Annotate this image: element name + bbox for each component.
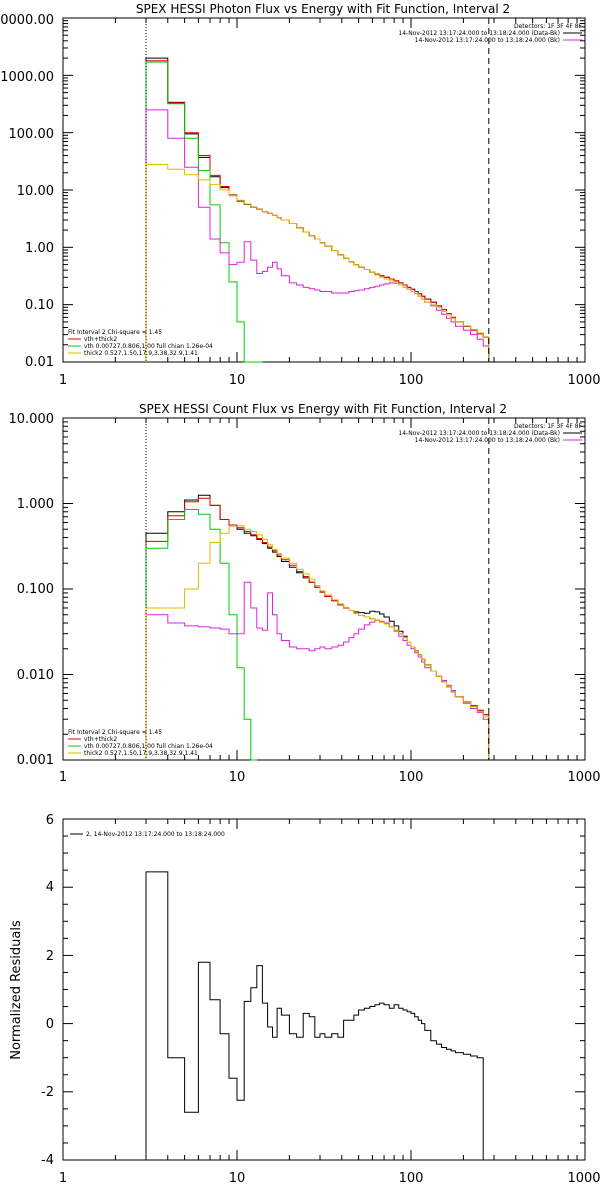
plot-frame xyxy=(62,17,586,363)
photon-flux-panel: SPEX HESSI Photon Flux vs Energy with Fi… xyxy=(0,2,600,388)
marker-lines xyxy=(145,418,490,760)
series-thick2 xyxy=(145,525,490,760)
series-vth-thick2 xyxy=(145,497,490,760)
fit-chi-label: Fit Interval 2 Chi-square = 1.45 xyxy=(68,729,162,736)
x-tick-label: 100 xyxy=(399,1171,424,1186)
x-tick-label: 100 xyxy=(399,770,424,785)
x-tick-label: 10 xyxy=(229,373,246,388)
fit-legend: Fit Interval 2 Chi-square = 1.45 vth+thi… xyxy=(68,729,213,757)
y-tick-label: 6 xyxy=(46,813,54,828)
fit-line: vth 0.00727,0.806,1.00 full chian 1.26e-… xyxy=(84,343,213,350)
y-tick-label: 1000.00 xyxy=(0,70,54,85)
y-tick-label: 1.00 xyxy=(25,241,54,256)
y-tick-labels: 0.001 0.010 0.100 1.000 10.000 xyxy=(9,412,55,768)
header-legend: Detectors: 1F 3F 4F 8F 14-Nov-2012 13:17… xyxy=(398,23,582,44)
header-line: 14-Nov-2012 13:17:24.000 to 13:18:24.000… xyxy=(415,37,560,44)
y-tick-labels: -4 -2 0 2 4 6 xyxy=(41,813,54,1168)
fit-line: vth+thick2 xyxy=(84,736,117,743)
fit-legend: Fit Interval 2 Chi-square = 1.45 vth+thi… xyxy=(68,329,213,357)
legend-label: 2, 14-Nov-2012 13:17:24.000 to 13:18:24.… xyxy=(86,831,225,838)
series-bk xyxy=(145,581,490,760)
x-tick-label: 100 xyxy=(399,373,424,388)
plot-frame xyxy=(62,818,586,1161)
fit-line: thick2 0.527,1.50,17.9,3.38,32.9,1.41 xyxy=(84,750,198,757)
x-tick-label: 1 xyxy=(59,1171,67,1186)
x-tick-label: 10 xyxy=(229,1171,246,1186)
series-vth xyxy=(145,509,257,761)
header-legend: Detectors: 1F 3F 4F 8F 14-Nov-2012 13:17… xyxy=(398,423,582,444)
count-flux-panel: SPEX HESSI Count Flux vs Energy with Fit… xyxy=(9,402,600,785)
header-line: 14-Nov-2012 13:17:24.000 to 13:18:24.000… xyxy=(398,30,560,37)
y-tick-label: 4 xyxy=(46,880,54,895)
x-tick-label: 1000 xyxy=(567,373,600,388)
series-group xyxy=(145,57,490,363)
x-tick-label: 1000 xyxy=(567,770,600,785)
series-group xyxy=(145,494,490,761)
header-line: 14-Nov-2012 13:17:24.000 to 13:18:24.000… xyxy=(415,437,560,444)
y-tick-label: 0.100 xyxy=(17,582,54,597)
fit-line: thick2 0.527,1.50,17.9,3.38,32.9,1.41 xyxy=(84,350,198,357)
y-tick-label: 0.01 xyxy=(25,355,54,370)
y-tick-label: 1.000 xyxy=(17,497,54,512)
fit-line: vth 0.00727,0.806,1.00 full chian 1.26e-… xyxy=(84,743,213,750)
y-axis-label: Normalized Residuals xyxy=(9,920,24,1060)
y-tick-label: 100.00 xyxy=(9,127,55,142)
y-tick-label: -4 xyxy=(41,1153,54,1168)
y-tick-label: 0.10 xyxy=(25,298,54,313)
header-line: 14-Nov-2012 13:17:24.000 to 13:18:24.000… xyxy=(398,430,560,437)
residual-legend: 2, 14-Nov-2012 13:17:24.000 to 13:18:24.… xyxy=(70,831,225,838)
series-thick2 xyxy=(145,163,490,362)
chart-title: SPEX HESSI Count Flux vs Energy with Fit… xyxy=(139,402,507,416)
series-residuals xyxy=(145,871,489,1161)
y-tick-labels: 0.01 0.10 1.00 10.00 100.00 1000.00 1000… xyxy=(0,13,54,370)
detectors-label: Detectors: 1F 3F 4F 8F xyxy=(514,423,583,430)
x-tick-labels: 1 10 100 1000 xyxy=(59,770,600,785)
series-data-bk xyxy=(145,57,490,362)
series-bk xyxy=(145,109,490,362)
plot-frame xyxy=(62,417,586,761)
y-tick-label: 0.001 xyxy=(17,753,54,768)
y-tick-label: 0 xyxy=(46,1017,54,1032)
marker-lines xyxy=(145,18,490,362)
x-tick-label: 1 xyxy=(59,373,67,388)
x-tick-label: 1 xyxy=(59,770,67,785)
y-tick-label: 0.010 xyxy=(17,668,54,683)
series-data-bk xyxy=(145,494,490,760)
series-vth xyxy=(145,61,263,363)
axis-ticks xyxy=(62,418,585,761)
x-tick-label: 10 xyxy=(229,770,246,785)
y-tick-label: 10.000 xyxy=(9,412,55,427)
y-tick-label: 10000.00 xyxy=(0,13,54,28)
series-vth-thick2 xyxy=(145,60,490,362)
axis-ticks xyxy=(62,818,585,1161)
series-group xyxy=(145,871,489,1161)
y-tick-label: 2 xyxy=(46,949,54,964)
x-tick-label: 1000 xyxy=(567,1171,600,1186)
axis-ticks xyxy=(62,18,585,363)
x-tick-labels: 1 10 100 1000 xyxy=(59,1171,600,1186)
chart-title: SPEX HESSI Photon Flux vs Energy with Fi… xyxy=(136,2,510,16)
detectors-label: Detectors: 1F 3F 4F 8F xyxy=(514,23,583,30)
residuals-panel: -4 -2 0 2 4 6 1 10 100 1000 Normalized R… xyxy=(9,813,600,1186)
y-tick-label: 10.00 xyxy=(17,184,54,199)
fit-chi-label: Fit Interval 2 Chi-square = 1.45 xyxy=(68,329,162,336)
fit-line: vth+thick2 xyxy=(84,336,117,343)
y-tick-label: -2 xyxy=(41,1085,54,1100)
x-tick-labels: 1 10 100 1000 xyxy=(59,373,600,388)
